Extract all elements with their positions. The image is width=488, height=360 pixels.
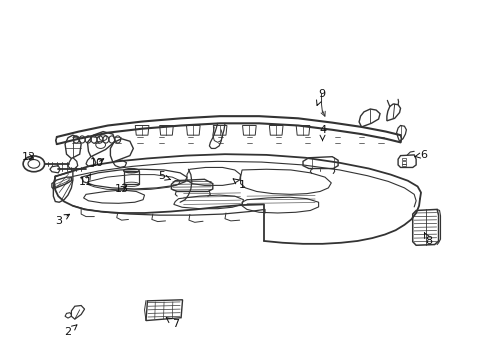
Text: 5: 5	[158, 171, 170, 181]
Text: 11: 11	[79, 174, 93, 187]
Text: 10: 10	[90, 158, 104, 168]
Text: 4: 4	[318, 125, 325, 140]
Text: 9: 9	[316, 89, 325, 105]
Text: 7: 7	[166, 318, 179, 329]
Text: 1: 1	[233, 179, 245, 190]
Text: 12: 12	[22, 152, 36, 162]
Text: 8: 8	[424, 233, 431, 246]
Text: 3: 3	[55, 214, 69, 226]
Text: 13: 13	[114, 184, 128, 194]
Text: 6: 6	[414, 150, 427, 160]
Text: 2: 2	[64, 325, 77, 337]
